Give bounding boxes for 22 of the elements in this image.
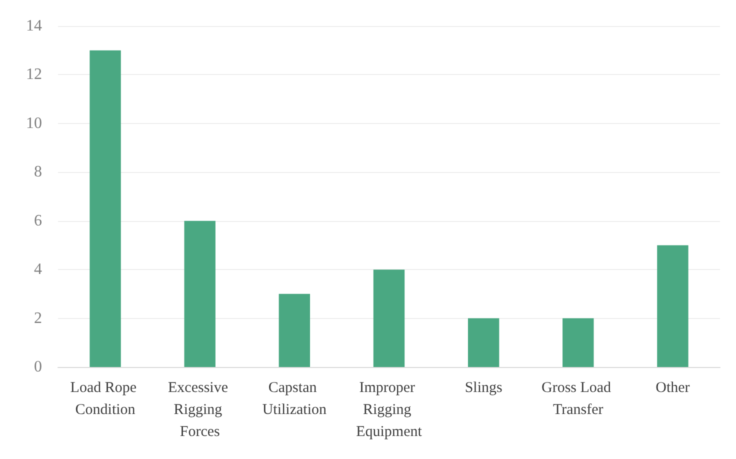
y-tick-label: 0 [34,358,42,376]
x-tick-label: Excessive Rigging Forces [168,380,232,440]
x-tick-label: Gross Load Transfer [541,380,615,418]
bar [184,220,216,367]
x-tick-label: Other [656,380,690,396]
y-tick-label: 14 [26,18,42,34]
y-tick-label: 6 [34,212,42,230]
bar [278,294,310,367]
x-tick-label: Improper Rigging Equipment [356,380,423,440]
y-tick-label: 4 [34,261,42,278]
y-tick-label: 12 [26,66,42,84]
bar [657,245,688,367]
bar [468,318,500,367]
x-tick-label: Capstan Utilization [262,380,328,418]
bar [90,50,121,367]
bar [562,318,594,367]
y-tick-label: 8 [34,164,42,181]
x-tick-label: Load Rope Condition [70,380,140,418]
x-tick-label: Slings [464,380,502,396]
y-tick-label: 2 [34,310,42,327]
y-tick-label: 10 [26,114,42,132]
bar [373,270,405,367]
